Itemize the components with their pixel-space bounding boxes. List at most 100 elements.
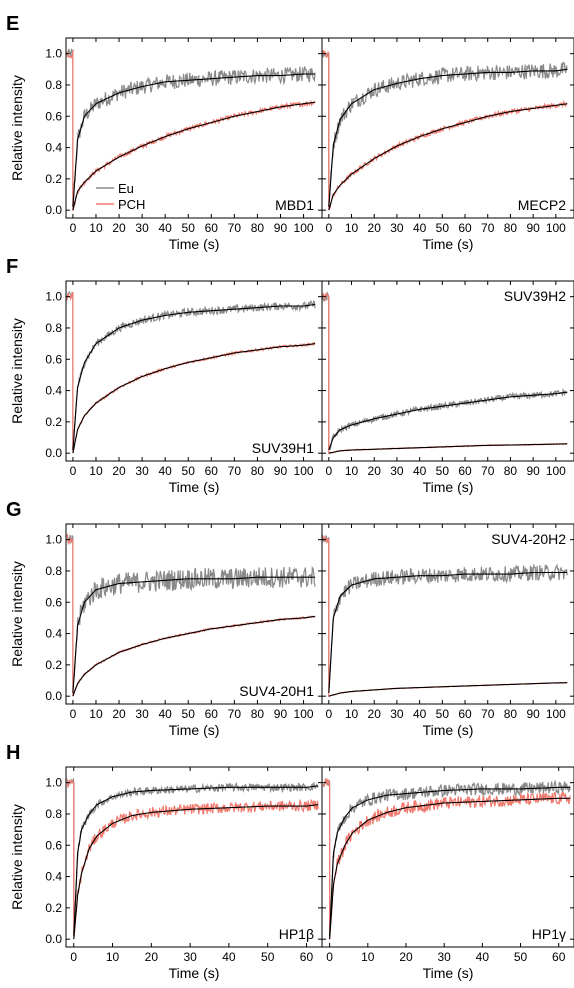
- plot-area: [66, 47, 316, 211]
- x-tick-label: 40: [158, 707, 172, 721]
- x-tick-label: 70: [228, 221, 242, 235]
- x-tick-label: 60: [458, 221, 472, 235]
- series-pch-trace: [66, 533, 316, 697]
- fit-curve-eu: [328, 571, 568, 694]
- series-eu-trace: [322, 52, 568, 206]
- y-tick-label: 0.0: [45, 203, 62, 217]
- fit-curve-eu: [329, 786, 571, 937]
- x-tick-label: 40: [158, 221, 172, 235]
- x-tick-label: 20: [399, 950, 413, 964]
- x-axis-label: Time (s): [169, 236, 220, 252]
- protein-label: HP1β: [279, 926, 314, 942]
- x-tick-label: 50: [261, 950, 275, 964]
- x-tick-label: 90: [526, 707, 540, 721]
- x-tick-label: 20: [112, 221, 126, 235]
- x-tick-label: 10: [361, 950, 375, 964]
- plot-area: [322, 777, 571, 940]
- x-tick-label: 60: [458, 464, 472, 478]
- series-pch-trace: [322, 292, 568, 455]
- x-tick-label: 20: [368, 707, 382, 721]
- x-tick-label: 30: [135, 221, 149, 235]
- x-axis-label: Time (s): [169, 722, 220, 738]
- y-tick-label: 0.2: [45, 415, 62, 429]
- series-eu-trace: [66, 290, 316, 450]
- panel-E-2: 0 10 20 30 40 50 60 70 80 90 100 Time (s) MECP2: [321, 37, 574, 252]
- x-tick-label: 50: [436, 707, 450, 721]
- x-tick-label: 90: [526, 221, 540, 235]
- x-tick-label: 10: [345, 464, 359, 478]
- x-tick-label: 40: [413, 221, 427, 235]
- y-axis-label: Relative intensity: [9, 75, 25, 181]
- fit-curve-pch: [328, 682, 568, 697]
- x-axis-label: Time (s): [423, 479, 474, 495]
- y-tick-label: 0.4: [45, 384, 62, 398]
- x-tick-label: 10: [106, 950, 120, 964]
- x-tick-label: 10: [345, 707, 359, 721]
- x-tick-label: 70: [481, 221, 495, 235]
- x-tick-label: 100: [546, 707, 566, 721]
- protein-label: MBD1: [275, 197, 314, 213]
- y-tick-label: 0.2: [45, 172, 62, 186]
- x-tick-label: 30: [183, 950, 197, 964]
- y-tick-label: 0.8: [45, 807, 62, 821]
- x-tick-label: 40: [158, 464, 172, 478]
- x-tick-label: 80: [504, 707, 518, 721]
- plot-area: [322, 291, 568, 455]
- y-tick-label: 0.4: [45, 870, 62, 884]
- x-tick-label: 100: [294, 464, 314, 478]
- fit-curve-pch: [72, 343, 316, 454]
- x-tick-label: 80: [251, 464, 265, 478]
- series-pch-trace: [322, 49, 568, 211]
- x-tick-label: 50: [182, 707, 196, 721]
- x-tick-label: 60: [205, 221, 219, 235]
- y-tick-label: 0.2: [45, 658, 62, 672]
- y-tick-label: 0.6: [45, 109, 62, 123]
- fit-curve-eu: [328, 391, 568, 451]
- x-tick-label: 60: [300, 950, 314, 964]
- y-axis-label: Relative intensity: [9, 318, 25, 424]
- axes-frame: [65, 766, 323, 948]
- x-tick-label: 20: [145, 950, 159, 964]
- axes-frame: [321, 37, 574, 219]
- y-tick-label: 0.8: [45, 564, 62, 578]
- x-tick-label: 70: [228, 707, 242, 721]
- fit-curve-eu: [328, 68, 568, 208]
- x-tick-label: 10: [89, 707, 103, 721]
- fit-curve-eu: [73, 785, 319, 937]
- x-tick-label: 70: [481, 707, 495, 721]
- x-tick-label: 100: [294, 707, 314, 721]
- y-tick-label: 1.0: [45, 776, 62, 790]
- y-axis-label: Relative intensity: [9, 804, 25, 910]
- y-tick-label: 0.4: [45, 627, 62, 641]
- fit-curve-pch: [72, 101, 316, 211]
- x-tick-label: 10: [89, 221, 103, 235]
- y-tick-label: 0.0: [45, 932, 62, 946]
- y-tick-label: 1.0: [45, 47, 62, 61]
- series-eu-trace: [322, 534, 568, 692]
- y-tick-label: 0.8: [45, 78, 62, 92]
- x-tick-label: 90: [274, 464, 288, 478]
- fit-curve-pch: [328, 103, 568, 211]
- panel-letter: E: [6, 13, 19, 35]
- fit-curve-pch: [72, 615, 316, 697]
- series-eu-trace: [322, 291, 568, 451]
- x-tick-label: 50: [436, 221, 450, 235]
- y-tick-label: 1.0: [45, 533, 62, 547]
- x-axis-label: Time (s): [423, 965, 474, 981]
- y-tick-label: 0.6: [45, 838, 62, 852]
- x-tick-label: 30: [390, 707, 404, 721]
- panel-H-2: 0 10 20 30 40 50 60 Time (s) HP1γ: [321, 766, 574, 981]
- y-tick-label: 0.6: [45, 352, 62, 366]
- protein-label: MECP2: [518, 197, 566, 213]
- protein-label: SUV39H2: [504, 288, 566, 304]
- x-tick-label: 80: [504, 221, 518, 235]
- legend-label-pch: PCH: [118, 197, 145, 212]
- x-tick-label: 100: [294, 221, 314, 235]
- protein-label: SUV39H1: [252, 440, 314, 456]
- x-tick-label: 40: [222, 950, 236, 964]
- series-eu-trace: [66, 534, 316, 691]
- x-tick-label: 10: [89, 464, 103, 478]
- plot-area: [66, 290, 316, 454]
- x-tick-label: 0: [325, 464, 332, 478]
- x-tick-label: 60: [205, 464, 219, 478]
